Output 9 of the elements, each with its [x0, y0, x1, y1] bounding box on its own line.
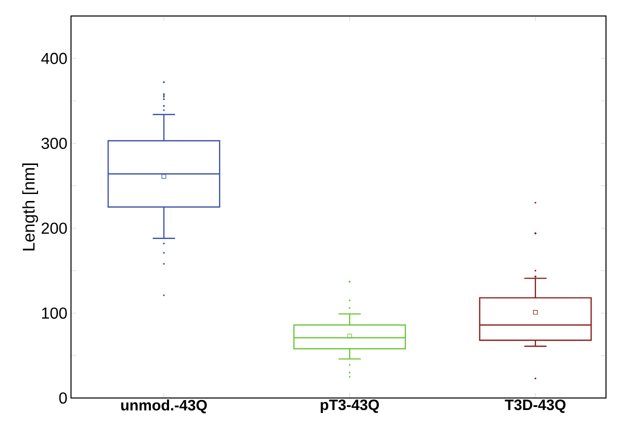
y-tick-label: 0 — [59, 392, 67, 404]
x-tick-label: T3D-43Q — [504, 400, 566, 413]
x-tick-label: pT3-43Q — [320, 400, 379, 414]
y-tick-label: 300 — [41, 138, 67, 149]
y-tick-label: 100 — [42, 307, 67, 319]
y-tick-label: 400 — [41, 52, 67, 64]
x-tick-label: unmod.-43Q — [121, 400, 207, 414]
y-tick-label: 200 — [42, 222, 67, 234]
y-axis-title: Length [nm] — [22, 164, 38, 250]
